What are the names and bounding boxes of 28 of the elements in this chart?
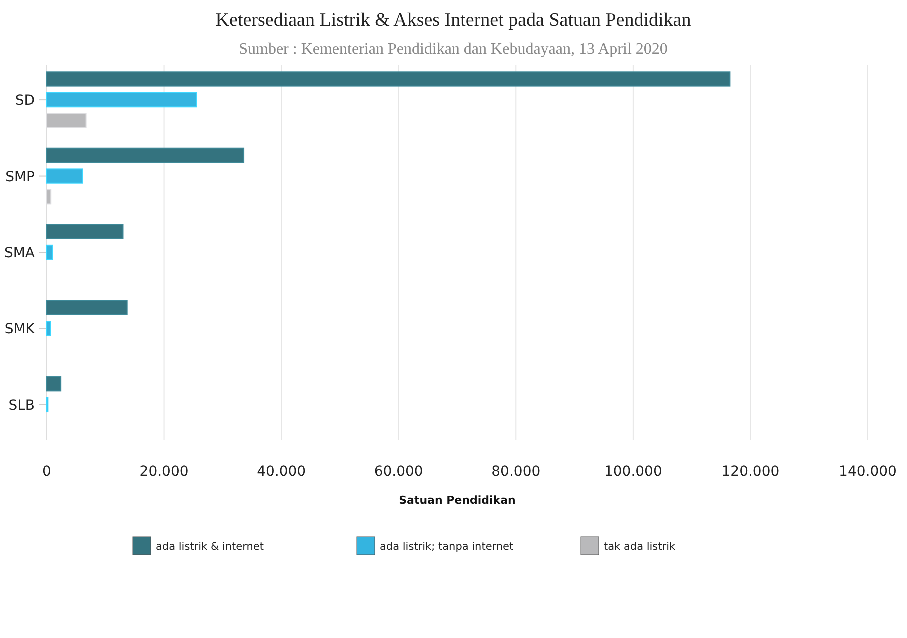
bar bbox=[46, 72, 731, 87]
x-tick-label: 100.000 bbox=[604, 464, 662, 480]
legend-label: tak ada listrik bbox=[604, 541, 676, 553]
bar bbox=[46, 168, 84, 184]
legend-label: ada listrik; tanpa internet bbox=[380, 541, 514, 553]
x-tick-label: 0 bbox=[42, 464, 52, 480]
x-tick-label: 140.000 bbox=[839, 464, 897, 480]
bar bbox=[46, 224, 124, 240]
bar bbox=[46, 300, 128, 316]
bar bbox=[46, 148, 245, 164]
x-axis-title: Satuan Pendidikan bbox=[399, 494, 516, 507]
y-tick-label: SMK bbox=[4, 322, 36, 338]
x-tick-label: 120.000 bbox=[722, 464, 780, 480]
bar bbox=[46, 244, 54, 260]
y-tick-label: SMP bbox=[6, 169, 35, 186]
legend-label: ada listrik & internet bbox=[156, 541, 264, 553]
y-tick-label: SMA bbox=[4, 246, 36, 262]
x-tick-label: 20.000 bbox=[140, 464, 189, 480]
y-tick-label: SLB bbox=[8, 398, 35, 414]
chart-title: Ketersediaan Listrik & Akses Internet pada Satuan Pendidikan bbox=[216, 10, 692, 31]
bar bbox=[46, 321, 52, 336]
bar bbox=[46, 376, 62, 392]
x-tick-label: 40.000 bbox=[257, 464, 306, 480]
x-tick-label: 60.000 bbox=[374, 464, 424, 480]
bar bbox=[46, 92, 198, 108]
y-tick-label: SD bbox=[15, 93, 35, 110]
x-tick-label: 80.000 bbox=[492, 464, 541, 480]
chart-subtitle: Sumber : Kementerian Pendidikan dan Kebudayaan, 13 April 2020 bbox=[239, 41, 668, 58]
